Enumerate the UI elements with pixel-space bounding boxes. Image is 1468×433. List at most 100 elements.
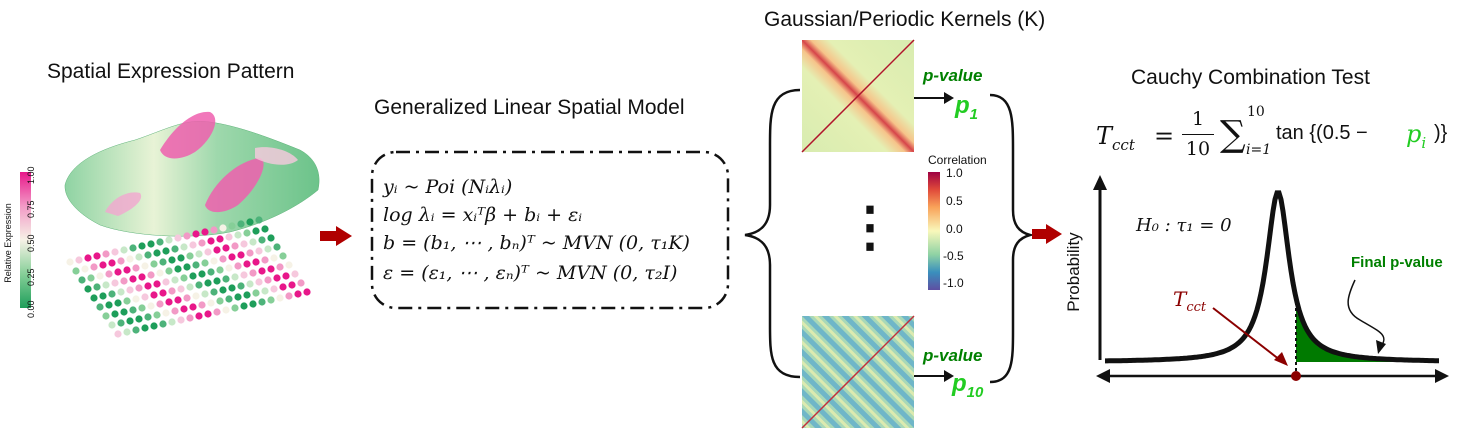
expression-spot <box>204 279 212 287</box>
expression-spot <box>162 247 170 255</box>
panel2-title: Generalized Linear Spatial Model <box>374 96 685 119</box>
expression-spot <box>162 309 170 317</box>
expression-spot <box>288 281 296 289</box>
expression-spot <box>147 302 155 310</box>
expression-spot <box>96 272 104 280</box>
expression-spot <box>174 234 182 242</box>
expression-spot <box>174 265 182 273</box>
p10-label: p10 <box>952 370 983 401</box>
panel3-title: Gaussian/Periodic Kernels (K) <box>764 8 1046 31</box>
expression-spot <box>225 295 233 303</box>
expression-legend <box>20 172 31 308</box>
right-brace <box>989 93 1035 384</box>
expression-spot <box>168 318 176 326</box>
expression-spot <box>234 231 242 239</box>
expression-spot <box>255 247 263 255</box>
expression-spot <box>93 252 101 260</box>
expression-spot <box>195 250 203 258</box>
expression-spot <box>150 260 158 268</box>
expression-spot <box>123 328 131 336</box>
expression-spot <box>222 275 230 283</box>
arrow-p10 <box>914 370 954 382</box>
expression-spot <box>207 299 215 307</box>
pvalue-label-bottom: p-value <box>923 346 983 366</box>
expression-spot <box>168 256 176 264</box>
expression-spot <box>96 303 104 311</box>
y-axis-label: Probability <box>1064 232 1083 312</box>
expression-surface <box>64 111 320 237</box>
expression-spot <box>159 289 167 297</box>
expression-spot <box>108 259 116 267</box>
expression-spot <box>195 312 203 320</box>
expression-spot <box>90 294 98 302</box>
arrow-1 <box>320 226 352 246</box>
formula-body: tan {(0.5 − <box>1276 122 1368 144</box>
hypothesis: H₀ : τ₁ = 0 <box>1136 215 1232 236</box>
formula-sum-upper: 10 <box>1247 104 1265 120</box>
expression-spot <box>270 285 278 293</box>
expression-spot <box>102 281 110 289</box>
p10-letter: p <box>952 370 967 397</box>
expression-spot <box>144 313 152 321</box>
expression-spot <box>216 297 224 305</box>
expression-spot <box>270 254 278 262</box>
expression-spot <box>234 262 242 270</box>
expression-spot <box>102 312 110 320</box>
expression-spot <box>246 280 254 288</box>
expression-spot <box>243 291 251 299</box>
expression-spot <box>225 264 233 272</box>
expression-spot <box>204 310 212 318</box>
expression-spot <box>171 307 179 315</box>
expression-spot <box>264 245 272 253</box>
equation-3: b = (b₁, ⋯ , bₙ)ᵀ ~ MVN (0, τ₁K) <box>383 232 690 254</box>
expression-spot <box>183 294 191 302</box>
expression-spot <box>219 255 227 263</box>
expression-spot <box>180 305 188 313</box>
expression-spot <box>192 230 200 238</box>
expression-spot <box>171 245 179 253</box>
expression-spot <box>144 251 152 259</box>
expression-spot <box>177 316 185 324</box>
arrow-2 <box>1032 224 1062 244</box>
model-box <box>370 150 730 310</box>
p1-label: p1 <box>955 92 978 123</box>
expression-spot <box>267 234 275 242</box>
formula-frac-num: 1 <box>1191 108 1205 130</box>
expression-spot <box>177 254 185 262</box>
tcct-T: T <box>1173 287 1187 311</box>
expression-spot <box>216 266 224 274</box>
expression-spot <box>216 235 224 243</box>
expression-spot <box>129 244 137 252</box>
expression-spot <box>213 246 221 254</box>
expression-spot <box>189 241 197 249</box>
expression-spot <box>255 278 263 286</box>
p1-sub: 1 <box>969 105 979 123</box>
formula-T: T <box>1096 122 1113 150</box>
expression-spot <box>186 314 194 322</box>
expression-spot <box>126 286 134 294</box>
expression-spot <box>252 227 260 235</box>
expression-spot <box>258 267 266 275</box>
expression-spot <box>189 272 197 280</box>
expression-spot <box>117 257 125 265</box>
formula-close: )} <box>1434 122 1448 144</box>
expression-spot <box>180 274 188 282</box>
expression-spot <box>99 261 107 269</box>
expression-spot <box>258 236 266 244</box>
expression-spot <box>282 272 290 280</box>
p10-sub: 10 <box>966 383 984 401</box>
expression-spot <box>120 308 128 316</box>
expression-spot <box>276 294 284 302</box>
formula-T-sub: cct <box>1112 135 1135 154</box>
expression-spot <box>243 260 251 268</box>
expression-spot <box>210 257 218 265</box>
arrow-p1 <box>914 92 954 104</box>
expression-spot <box>129 306 137 314</box>
expression-spot <box>243 229 251 237</box>
panel1-title: Spatial Expression Pattern <box>47 60 295 83</box>
expression-spot <box>171 276 179 284</box>
expression-spot <box>126 255 134 263</box>
formula-p-sub: i <box>1421 133 1427 152</box>
panel4-title: Cauchy Combination Test <box>1131 66 1370 89</box>
expression-spot <box>117 319 125 327</box>
